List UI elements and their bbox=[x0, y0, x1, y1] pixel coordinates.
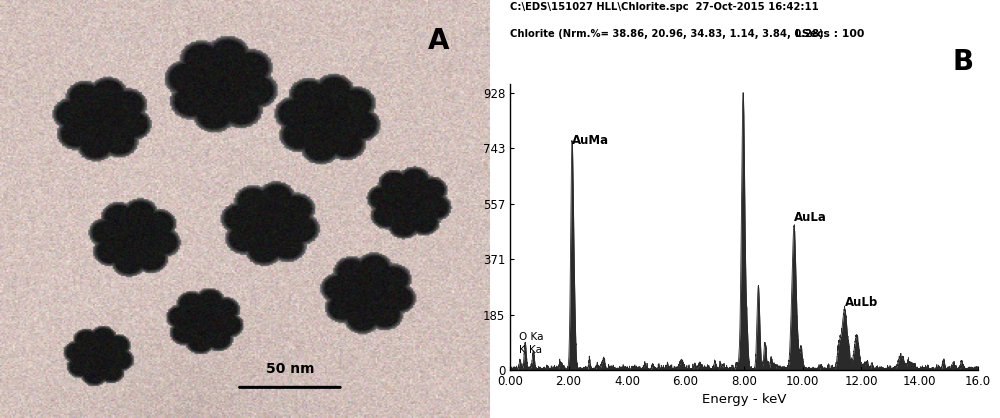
X-axis label: Energy - keV: Energy - keV bbox=[702, 393, 786, 406]
Text: B: B bbox=[952, 48, 974, 76]
Text: A: A bbox=[428, 27, 449, 55]
Text: C:\EDS\151027 HLL\Chlorite.spc  27-Oct-2015 16:42:11: C:\EDS\151027 HLL\Chlorite.spc 27-Oct-20… bbox=[510, 2, 819, 12]
Text: 50 nm: 50 nm bbox=[266, 362, 314, 376]
Text: AuMa: AuMa bbox=[572, 134, 609, 147]
Text: AuLb: AuLb bbox=[845, 296, 878, 309]
Text: LSecs : 100: LSecs : 100 bbox=[795, 29, 864, 39]
Text: AuLa: AuLa bbox=[794, 212, 827, 224]
Text: O Ka: O Ka bbox=[519, 332, 543, 342]
Text: Chlorite (Nrm.%= 38.86, 20.96, 34.83, 1.14, 3.84, 0.28): Chlorite (Nrm.%= 38.86, 20.96, 34.83, 1.… bbox=[510, 29, 824, 39]
Text: K Ka: K Ka bbox=[519, 345, 542, 355]
